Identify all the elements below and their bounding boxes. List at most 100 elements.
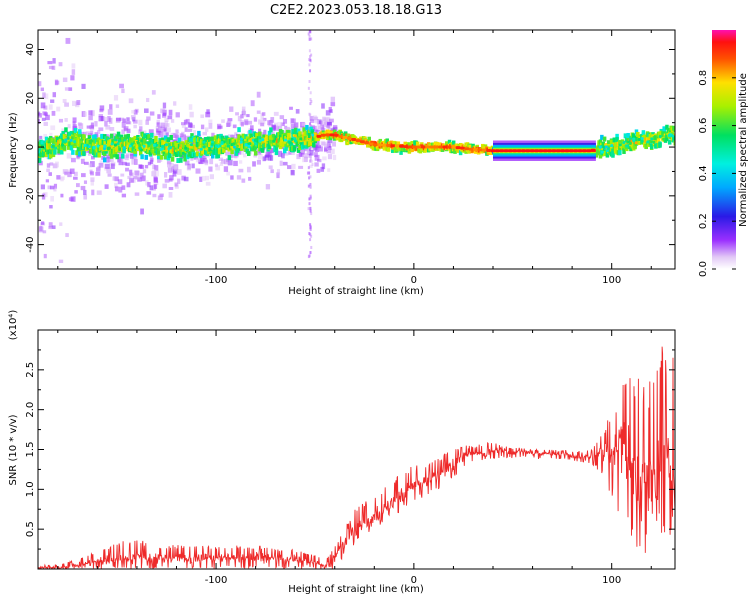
heat-speck	[49, 132, 53, 136]
heat-cell	[267, 130, 272, 136]
heat-cell	[177, 137, 182, 143]
heat-cell	[613, 142, 618, 148]
heat-cell	[629, 135, 633, 141]
heat-cell	[96, 144, 100, 148]
heat-speck	[202, 154, 207, 159]
heat-speck	[308, 197, 311, 201]
heat-speck	[168, 186, 174, 190]
heat-cell	[295, 141, 299, 147]
heat-speck	[50, 195, 54, 202]
heat-cell	[215, 144, 219, 148]
heat-speck	[326, 116, 331, 122]
ridge-peak	[460, 146, 466, 150]
heat-speck	[231, 154, 236, 158]
heat-cell	[632, 137, 636, 141]
heat-speck	[98, 116, 104, 122]
heat-cell	[276, 142, 280, 148]
heat-cell	[179, 152, 183, 158]
heat-speck	[106, 156, 110, 163]
heat-speck	[243, 153, 247, 158]
heat-speck	[179, 133, 184, 138]
heat-speck	[162, 131, 166, 137]
heat-speck	[112, 176, 117, 181]
heat-speck	[256, 91, 261, 98]
heat-cell	[210, 136, 215, 142]
heat-speck	[320, 119, 324, 125]
heat-speck	[193, 130, 197, 136]
heat-speck	[86, 147, 92, 153]
heat-cell	[637, 137, 641, 141]
heat-speck	[126, 117, 130, 122]
heat-speck	[308, 58, 311, 62]
heat-speck	[71, 69, 76, 75]
heat-speck	[240, 122, 244, 127]
heat-speck	[330, 102, 336, 107]
heat-speck	[253, 154, 258, 158]
heat-speck	[91, 189, 95, 196]
heat-cell	[618, 150, 622, 156]
heat-speck	[173, 101, 177, 106]
heat-speck	[135, 175, 140, 180]
heat-speck	[39, 135, 43, 139]
heat-speck	[55, 161, 59, 168]
heat-speck	[38, 226, 44, 233]
heat-cell	[51, 146, 56, 152]
heat-cell	[649, 143, 654, 149]
heat-cell	[156, 149, 161, 155]
heat-speck	[302, 156, 307, 163]
heat-cell	[254, 142, 258, 146]
heat-speck	[230, 135, 235, 139]
heat-speck	[184, 127, 188, 132]
heat-cell	[671, 134, 675, 138]
heat-cell	[73, 140, 77, 144]
heat-cell	[258, 139, 262, 143]
ridge-peak	[342, 135, 348, 139]
heat-speck	[43, 133, 48, 139]
heat-speck	[56, 175, 61, 180]
heat-speck	[309, 175, 312, 179]
heat-speck	[322, 156, 327, 161]
heat-cell	[83, 143, 87, 147]
heat-speck	[285, 127, 290, 131]
heat-speck	[98, 127, 104, 132]
heat-speck	[142, 169, 147, 174]
heat-speck	[200, 114, 205, 119]
colorbar-tick-label: 0.8	[698, 70, 709, 86]
heat-speck	[327, 146, 332, 151]
heat-cell	[183, 156, 187, 162]
heat-speck	[110, 163, 115, 170]
ridge-peak	[512, 149, 518, 153]
heat-speck	[246, 114, 250, 118]
heat-speck	[107, 116, 111, 122]
heat-cell	[253, 138, 257, 142]
heat-cell	[170, 156, 175, 162]
heat-speck	[168, 139, 173, 143]
ridge-peak	[534, 149, 540, 153]
heat-speck	[64, 87, 70, 91]
heat-cell	[38, 147, 42, 151]
heat-speck	[309, 91, 312, 95]
heat-speck	[190, 157, 194, 161]
snr-panel: -100 0 100 0.5 1.0 1.5 2.0 2.5 Height of strai…	[8, 310, 676, 595]
ridge-peak	[455, 146, 461, 150]
heat-cell	[634, 139, 639, 145]
heat-speck	[267, 120, 271, 126]
heat-speck	[157, 114, 161, 119]
heat-speck	[83, 131, 87, 135]
heat-cell	[126, 133, 131, 139]
heat-speck	[70, 157, 76, 163]
heat-speck	[293, 122, 298, 128]
heat-speck	[99, 108, 104, 113]
heat-cell	[189, 143, 193, 147]
heat-cell	[97, 152, 101, 158]
y-tick-label: 0.5	[25, 521, 36, 537]
heat-cell	[289, 143, 294, 149]
heat-cell	[249, 133, 254, 139]
heat-cell	[147, 144, 151, 150]
heat-cell	[391, 147, 395, 153]
heat-cell	[51, 144, 55, 148]
snr-y-ticks: 0.5 1.0 1.5 2.0 2.5	[25, 349, 675, 550]
heat-cell	[618, 143, 622, 147]
heat-speck	[201, 175, 206, 181]
heat-speck	[271, 124, 277, 130]
